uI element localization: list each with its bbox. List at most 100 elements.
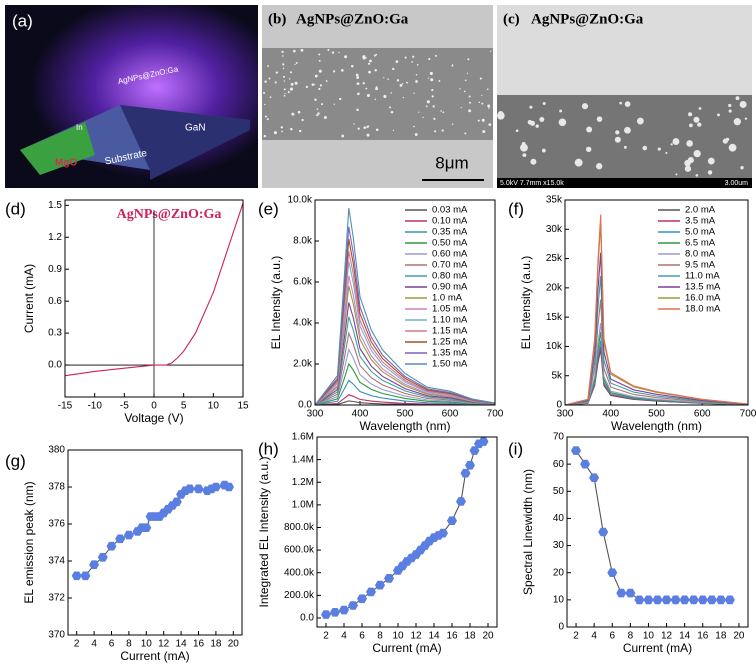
particle [488,107,490,109]
x-tick-label: 700 [487,409,504,420]
y-tick-label: 25k [546,253,563,264]
marker [141,523,152,532]
particle [314,75,317,78]
particle [665,151,668,154]
data-line [314,261,496,406]
legend-label: 1.25 mA [432,337,468,348]
y-tick-label: 30 [553,540,565,551]
image-a: (a) AgNPs@ZnO:Ga GaN MgO Substrate In [5,5,258,188]
marker [460,468,471,478]
y-tick-label: 10k [546,341,563,352]
x-tick-label: 8 [628,631,634,642]
particle [295,62,298,64]
particle [469,101,472,104]
particle [314,98,317,101]
particle [365,87,368,90]
panel-label: (h) [258,439,279,458]
data-line [564,299,749,406]
particle [414,133,418,137]
particle [319,84,323,87]
particle [431,95,434,98]
data-line [314,316,496,406]
particle [522,153,527,157]
particle [468,109,472,113]
panel-label: (b) [268,11,286,27]
particle [434,54,437,57]
marker [634,595,645,605]
legend-label: 0.10 mA [432,216,468,227]
marker [715,595,726,605]
particle [339,97,342,101]
particle [689,123,693,128]
particle [362,82,365,85]
marker [339,605,349,615]
marker [330,608,340,617]
particle [477,119,480,122]
y-tick-label: 1.0M [292,499,314,510]
particle [451,64,454,67]
particle [262,91,266,94]
plot-frame [67,449,243,636]
legend-label: 0.60 mA [432,249,468,260]
particle [413,92,415,94]
particle [268,77,271,80]
legend-label: 0.03 mA [432,205,468,216]
x-tick-label: 4 [91,639,97,650]
particle [728,143,737,152]
marker [115,534,126,544]
plot-frame [64,199,244,398]
particle [411,61,414,63]
particle [623,145,627,149]
particle [686,140,693,147]
x-tick-label: 400 [602,409,619,420]
plot-frame [564,199,749,406]
x-tick-label: 6 [359,631,365,642]
particle [487,104,491,108]
particle [624,126,631,134]
marker [607,568,618,577]
x-tick-label: 700 [740,409,756,420]
particle [287,91,290,94]
particle [401,83,404,85]
marker [384,574,394,583]
panel-label: (e) [258,199,279,218]
marker [469,446,480,455]
particle [535,124,539,128]
particle [687,157,694,164]
particle [406,81,409,84]
particle [429,71,433,76]
particle [282,55,284,57]
marker [321,610,331,619]
y-tick-label: 20 [553,567,565,578]
marker [447,516,457,525]
particle [684,165,692,172]
particle [318,87,321,91]
marker [661,595,672,605]
data-line [314,302,496,406]
particle [318,59,321,62]
chart: (e) 300 400 500 600 700 0.0 2.0k 4.0k 6.0k 8.0k 10.… [258,195,504,434]
legend-label: 1.10 mA [432,315,468,326]
particle [697,122,702,127]
x-axis-title: Voltage (V) [124,411,183,425]
chart: (f) 300 400 500 600 700 0 5k 10k 15k 20k 25k 30k 35k W… [508,195,756,434]
data-line [564,276,749,406]
particle [488,123,492,127]
particle [497,111,505,120]
y-tick-label: 15k [546,312,563,323]
particle [392,67,395,71]
particle [464,132,467,135]
legend-label: 18.0 mA [685,304,721,315]
legend-label: 0.50 mA [432,238,468,249]
y-tick-label: 600.0k [284,545,315,556]
device-mgo [20,122,95,175]
particle [541,148,546,153]
particle [739,100,747,108]
legend-label: 5.0 mA [685,227,716,238]
particle [481,94,483,96]
x-tick-label: 12 [661,631,673,642]
x-tick-label: 500 [397,409,414,420]
particle [595,163,603,170]
y-axis-title: EL emission peak (nm) [22,481,36,603]
particle [367,62,371,65]
